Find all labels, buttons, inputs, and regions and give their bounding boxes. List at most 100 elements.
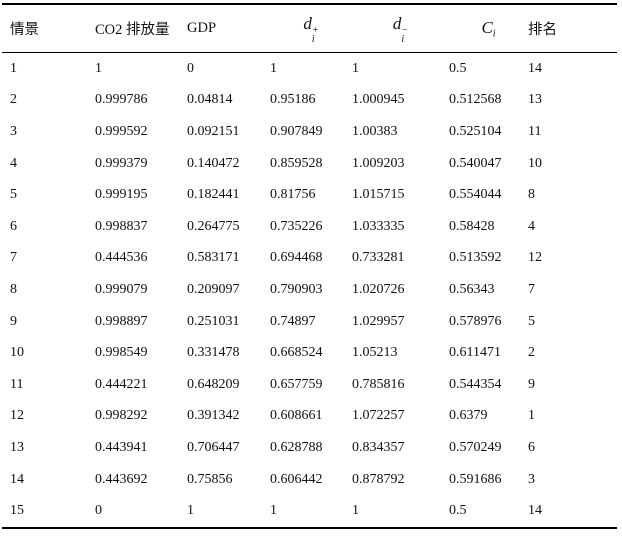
cell-r4-c2: 0.999379	[95, 155, 148, 171]
column-header-gdp-label: GDP	[187, 20, 217, 36]
column-header-gdp: GDP	[187, 4, 270, 53]
cell-r7-c6: 0.513592	[449, 250, 502, 266]
cell-r8-c1: 8	[10, 281, 17, 297]
table-row: 11 0.444221 0.648209 0.657759 0.785816 0.5443…	[2, 369, 617, 401]
cell-r13-c6: 0.570249	[449, 439, 502, 455]
cell-r11-c1: 11	[10, 376, 24, 392]
cell-r5-c2: 0.999195	[95, 187, 148, 203]
cell-r1-c1: 1	[10, 60, 17, 76]
cell-r13-c5: 0.834357	[352, 439, 405, 455]
cell-r4-c7: 10	[528, 155, 542, 171]
cell-r9-c5: 1.029957	[352, 313, 405, 329]
cell-r15-c6: 0.5	[449, 503, 467, 519]
cell-r7-c2: 0.444536	[95, 250, 148, 266]
cell-r10-c4: 0.668524	[270, 345, 323, 361]
cell-r11-c7: 9	[528, 376, 535, 392]
cell-r7-c5: 0.733281	[352, 250, 405, 266]
cell-r6-c2: 0.998837	[95, 218, 148, 234]
cell-r14-c6: 0.591686	[449, 471, 502, 487]
cell-r14-c4: 0.606442	[270, 471, 323, 487]
cell-r15-c3: 1	[187, 503, 194, 519]
cell-r3-c4: 0.907849	[270, 123, 323, 139]
cell-r15-c4: 1	[270, 503, 277, 519]
cell-r6-c3: 0.264775	[187, 218, 240, 234]
cell-r7-c3: 0.583171	[187, 250, 240, 266]
column-header-d-plus: d + i	[270, 4, 352, 53]
cell-r5-c1: 5	[10, 187, 17, 203]
cell-r14-c1: 14	[10, 471, 24, 487]
cell-r13-c7: 6	[528, 439, 535, 455]
table-row: 10 0.998549 0.331478 0.668524 1.05213 0.61147…	[2, 337, 617, 369]
cell-r12-c7: 1	[528, 408, 535, 424]
cell-r6-c4: 0.735226	[270, 218, 323, 234]
table-header-row: 情景 CO2 排放量 GDP d + i d − i Ci 排名	[2, 4, 617, 53]
table-row: 2 0.999786 0.04814 0.95186 1.000945 0.512568 1…	[2, 85, 617, 117]
cell-r3-c1: 3	[10, 123, 17, 139]
d-plus-subscript: i	[311, 33, 315, 45]
cell-r1-c3: 0	[187, 60, 194, 76]
cell-r3-c3: 0.092151	[187, 123, 240, 139]
cell-r10-c1: 10	[10, 345, 24, 361]
cell-r2-c7: 13	[528, 92, 542, 108]
cell-r8-c5: 1.020726	[352, 281, 405, 297]
cell-r11-c3: 0.648209	[187, 376, 240, 392]
ranking-table: 情景 CO2 排放量 GDP d + i d − i Ci 排名	[2, 3, 617, 529]
cell-r1-c6: 0.5	[449, 60, 467, 76]
cell-r11-c5: 0.785816	[352, 376, 405, 392]
column-header-co2-label: CO2 排放量	[95, 22, 170, 38]
cell-r2-c1: 2	[10, 92, 17, 108]
cell-r9-c7: 5	[528, 313, 535, 329]
cell-r8-c3: 0.209097	[187, 281, 240, 297]
ci-subscript: i	[492, 28, 496, 40]
cell-r6-c5: 1.033335	[352, 218, 405, 234]
cell-r4-c6: 0.540047	[449, 155, 502, 171]
table-row: 14 0.443692 0.75856 0.606442 0.878792 0.59168…	[2, 464, 617, 496]
d-minus-subscript: i	[401, 33, 405, 45]
cell-r2-c2: 0.999786	[95, 92, 148, 108]
cell-r9-c4: 0.74897	[270, 313, 316, 329]
cell-r5-c5: 1.015715	[352, 187, 405, 203]
column-header-rank: 排名	[528, 4, 617, 53]
column-header-rank-label: 排名	[528, 22, 557, 38]
cell-r13-c4: 0.628788	[270, 439, 323, 455]
cell-r15-c7: 14	[528, 503, 542, 519]
cell-r8-c2: 0.999079	[95, 281, 148, 297]
table-row: 3 0.999592 0.092151 0.907849 1.00383 0.525104…	[2, 116, 617, 148]
ci-symbol: Ci	[481, 17, 496, 40]
table-row: 7 0.444536 0.583171 0.694468 0.733281 0.51359…	[2, 243, 617, 275]
cell-r13-c3: 0.706447	[187, 439, 240, 455]
cell-r4-c3: 0.140472	[187, 155, 240, 171]
cell-r10-c2: 0.998549	[95, 345, 148, 361]
table-row: 6 0.998837 0.264775 0.735226 1.033335 0.58428…	[2, 211, 617, 243]
cell-r1-c5: 1	[352, 60, 359, 76]
d-plus-superscript: +	[311, 24, 319, 36]
cell-r11-c2: 0.444221	[95, 376, 148, 392]
cell-r7-c4: 0.694468	[270, 250, 323, 266]
cell-r8-c7: 7	[528, 281, 535, 297]
cell-r5-c4: 0.81756	[270, 187, 316, 203]
cell-r7-c7: 12	[528, 250, 542, 266]
cell-r5-c6: 0.554044	[449, 187, 502, 203]
cell-r1-c4: 1	[270, 60, 277, 76]
cell-r14-c3: 0.75856	[187, 471, 233, 487]
cell-r3-c2: 0.999592	[95, 123, 148, 139]
cell-r5-c3: 0.182441	[187, 187, 240, 203]
column-header-d-minus: d − i	[352, 4, 449, 53]
cell-r9-c3: 0.251031	[187, 313, 240, 329]
cell-r12-c6: 0.6379	[449, 408, 488, 424]
cell-r15-c5: 1	[352, 503, 359, 519]
column-header-ci: Ci	[449, 4, 528, 53]
table-row: 12 0.998292 0.391342 0.608661 1.072257 0.6379…	[2, 401, 617, 433]
cell-r11-c6: 0.544354	[449, 376, 502, 392]
cell-r2-c3: 0.04814	[187, 92, 233, 108]
column-header-scenario: 情景	[2, 4, 95, 53]
cell-r1-c7: 14	[528, 60, 542, 76]
cell-r9-c2: 0.998897	[95, 313, 148, 329]
cell-r4-c4: 0.859528	[270, 155, 323, 171]
cell-r3-c6: 0.525104	[449, 123, 502, 139]
table-row: 8 0.999079 0.209097 0.790903 1.020726 0.56343…	[2, 274, 617, 306]
table-body: 1 1 0 1 1 0.5 14 2 0.999786 0.04814 0.95186 1.00094…	[2, 53, 617, 528]
cell-r6-c1: 6	[10, 218, 17, 234]
cell-r9-c1: 9	[10, 313, 17, 329]
